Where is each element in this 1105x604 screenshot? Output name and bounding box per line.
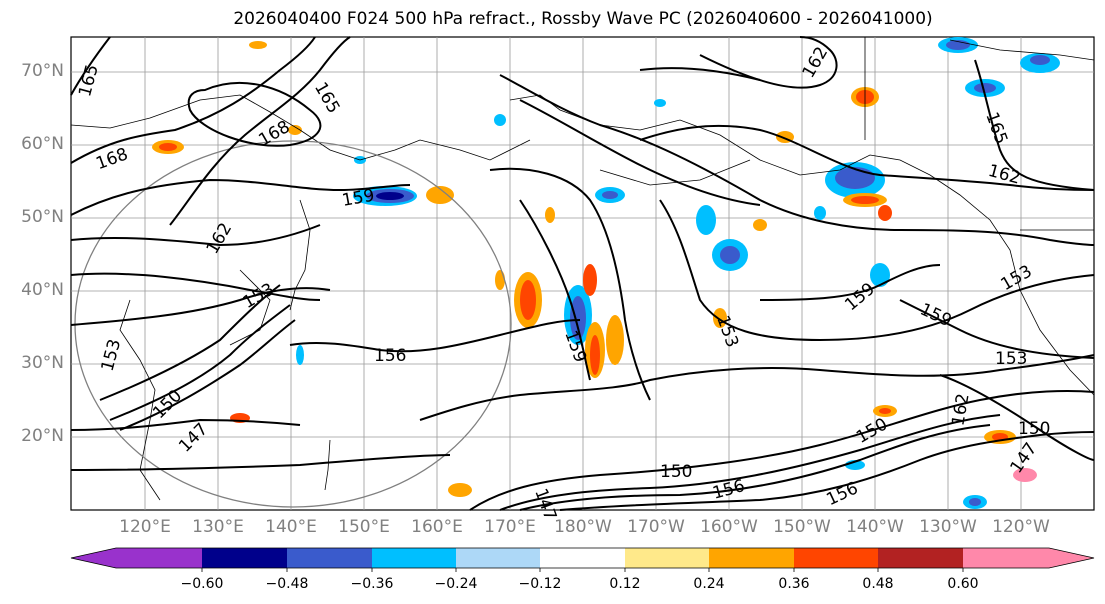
colorbar-tick-label: −0.48: [265, 576, 309, 592]
lon-label: 170°E: [484, 517, 536, 537]
colorbar-segment: [116, 548, 202, 568]
colorbar: [70, 547, 1095, 572]
lat-label: 30°N: [21, 353, 64, 373]
colorbar-segment: [456, 548, 540, 568]
lat-label: 70°N: [21, 61, 64, 81]
lat-label: 50°N: [21, 207, 64, 227]
lat-label: 60°N: [21, 134, 64, 154]
contour-label: 153: [995, 349, 1027, 369]
colorbar-segment: [202, 548, 287, 568]
lon-label: 130°W: [919, 517, 977, 537]
colorbar-outline: [70, 547, 1095, 569]
colorbar-under-arrow: [71, 548, 116, 568]
colorbar-segment: [540, 548, 625, 568]
colorbar-tick-label: −0.24: [434, 576, 478, 592]
lon-label: 140°E: [265, 517, 317, 537]
colorbar-segment: [878, 548, 963, 568]
contour-label: 150: [660, 462, 692, 482]
colorbar-tick-label: −0.36: [350, 576, 394, 592]
refractivity-contours: [70, 36, 1095, 511]
contour-label: 150: [1018, 419, 1050, 439]
map-title: 2026040400 F024 500 hPa refract., Rossby…: [233, 9, 933, 29]
lon-label: 170°W: [627, 517, 685, 537]
colorbar-segment: [372, 548, 456, 568]
colorbar-tick-label: 0.24: [693, 576, 725, 592]
colorbar-segment: [287, 548, 372, 568]
colorbar-tick-label: 0.12: [609, 576, 641, 592]
colorbar-segment: [709, 548, 794, 568]
colorbar-segment: [963, 548, 1049, 568]
contour-label: 156: [374, 346, 406, 366]
lon-label: 150°W: [773, 517, 831, 537]
lon-label: 160°E: [411, 517, 463, 537]
lon-label: 120°E: [119, 517, 171, 537]
colorbar-tick-label: 0.60: [947, 576, 979, 592]
colorbar-tick-label: 0.48: [862, 576, 894, 592]
colorbar-tick-label: −0.60: [180, 576, 224, 592]
lon-label: 140°W: [846, 517, 904, 537]
colorbar-over-arrow: [1049, 548, 1094, 568]
colorbar-segment: [625, 548, 709, 568]
lon-label: 160°W: [700, 517, 758, 537]
colorbar-tick-label: −0.12: [518, 576, 562, 592]
lon-label: 150°E: [338, 517, 390, 537]
lon-label: 180°W: [554, 517, 612, 537]
lon-label: 130°E: [192, 517, 244, 537]
lon-label: 120°W: [992, 517, 1050, 537]
colorbar-segment: [794, 548, 878, 568]
lat-label: 20°N: [21, 426, 64, 446]
colorbar-tick-label: 0.36: [778, 576, 810, 592]
lat-label: 40°N: [21, 280, 64, 300]
